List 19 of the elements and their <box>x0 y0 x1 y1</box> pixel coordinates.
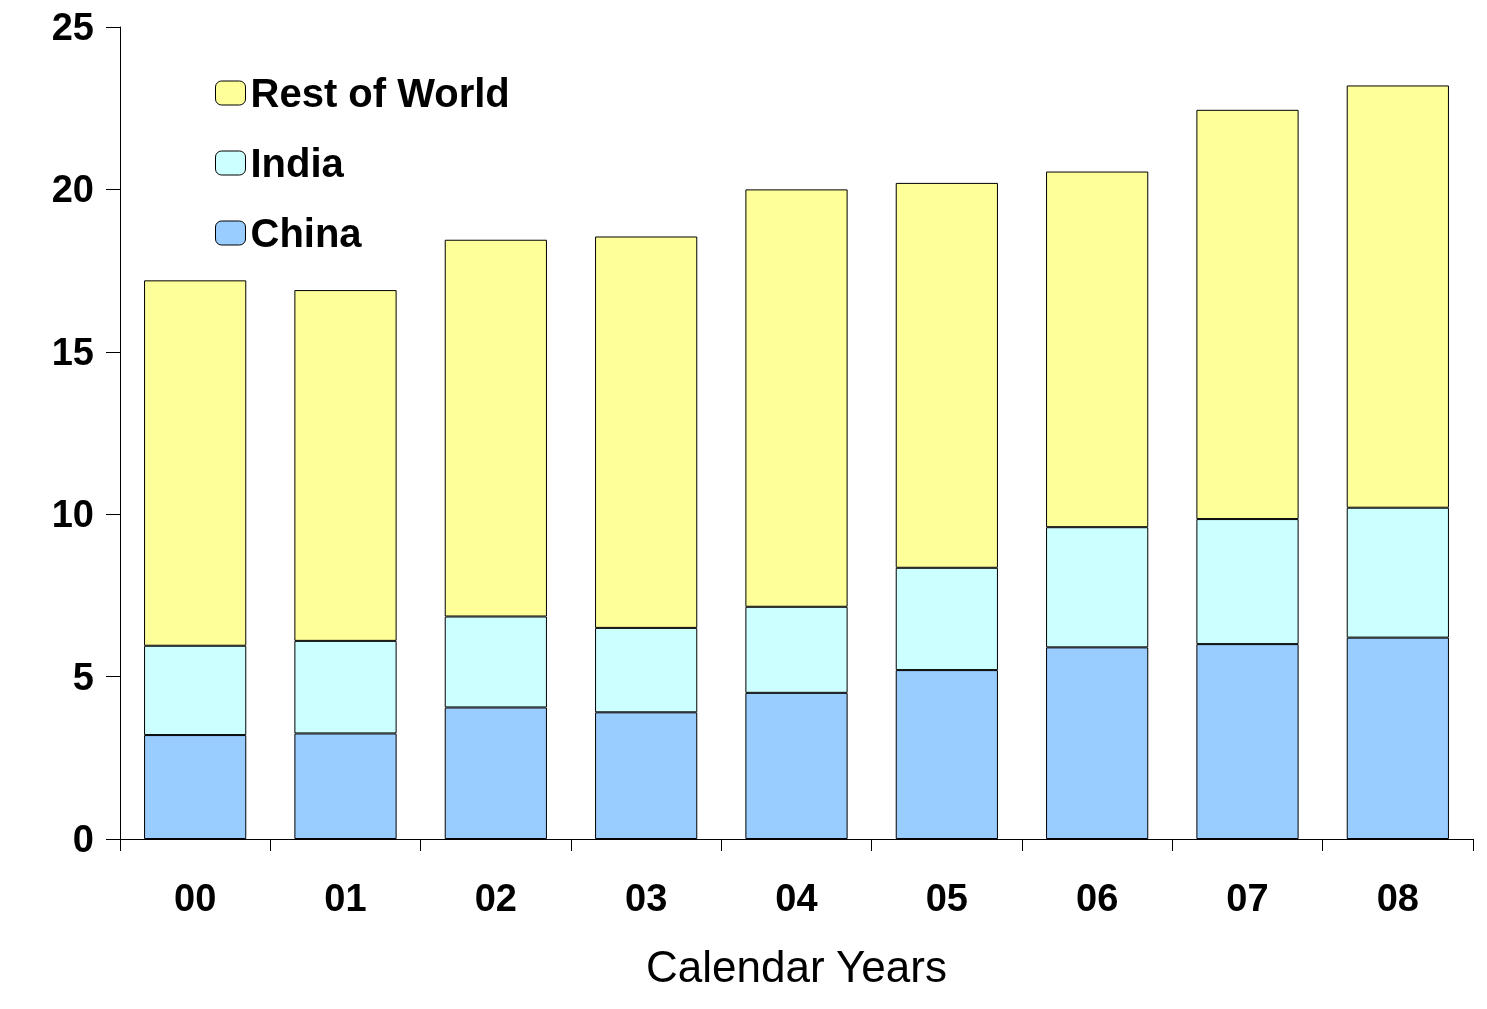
x-tick-label: 03 <box>625 877 668 919</box>
y-tick-label: 0 <box>72 818 94 860</box>
x-tick-label: 00 <box>174 877 217 919</box>
x-tick-label: 06 <box>1076 877 1119 919</box>
x-tick-label: 02 <box>474 877 517 919</box>
x-tick-label: 08 <box>1376 877 1419 919</box>
x-axis-title: Calendar Years <box>646 941 947 991</box>
legend-label: Rest of World <box>250 71 510 115</box>
y-tick-label: 15 <box>51 330 94 373</box>
legend-label: China <box>250 211 363 255</box>
x-tick-label: 05 <box>925 877 968 919</box>
y-tick-label: 10 <box>51 493 94 536</box>
y-tick-label: 20 <box>51 168 94 211</box>
x-tick-label: 04 <box>775 877 818 919</box>
y-tick-label: 5 <box>72 655 94 698</box>
x-tick-label: 07 <box>1226 877 1269 919</box>
y-tick-label: 25 <box>51 6 94 48</box>
legend-label: India <box>250 141 345 185</box>
x-tick-label: 01 <box>324 877 367 919</box>
